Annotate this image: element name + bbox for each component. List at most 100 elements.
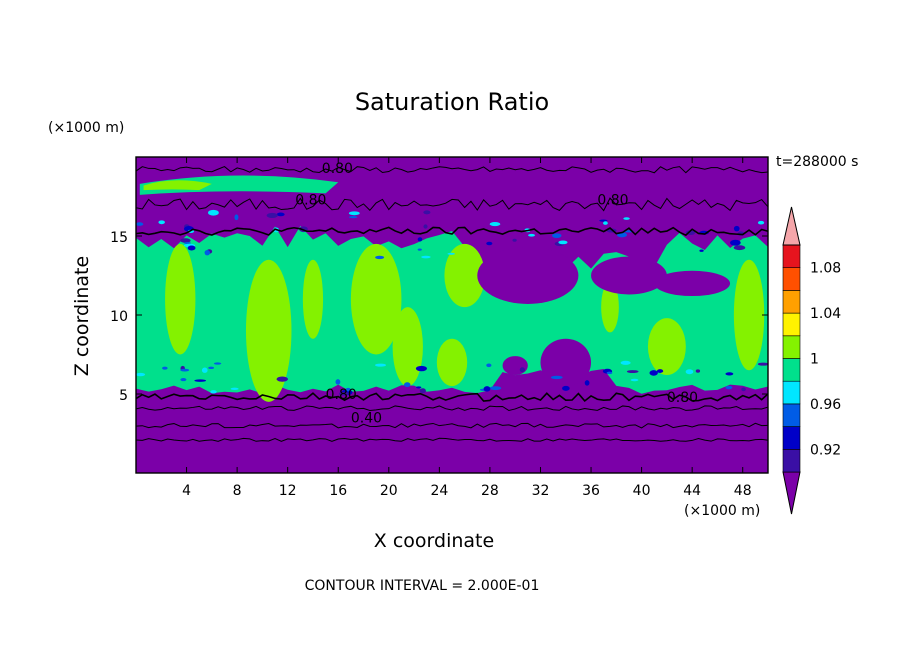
edge-speckle bbox=[699, 249, 704, 252]
colorbar-over-triangle bbox=[782, 206, 801, 246]
colorbar-box bbox=[782, 244, 801, 269]
x-tick-label: 24 bbox=[430, 483, 448, 499]
supersaturated-patch bbox=[392, 307, 423, 387]
edge-speckle bbox=[603, 221, 608, 225]
colorbar-tick-label: 1 bbox=[810, 352, 819, 368]
x-tick-label: 36 bbox=[582, 483, 600, 499]
edge-speckle bbox=[623, 217, 630, 220]
contour-line bbox=[136, 226, 768, 237]
dry-intrusion bbox=[477, 247, 579, 304]
edge-speckle bbox=[725, 372, 734, 376]
field-group bbox=[136, 157, 768, 473]
contour-label: 0.40 bbox=[351, 411, 382, 427]
y-tick-label: 5 bbox=[119, 388, 128, 404]
edge-speckle bbox=[136, 222, 144, 226]
y-tick-label: 15 bbox=[110, 230, 128, 246]
edge-speckle bbox=[695, 369, 701, 373]
edge-speckle bbox=[757, 220, 765, 225]
colorbar-box bbox=[782, 290, 801, 314]
colorbar-under-triangle bbox=[782, 471, 801, 515]
contour-line bbox=[136, 197, 768, 212]
edge-speckle bbox=[733, 245, 746, 251]
contour-label: 0.80 bbox=[322, 161, 353, 177]
x-tick-label: 4 bbox=[182, 483, 191, 499]
colorbar-box bbox=[782, 267, 801, 291]
edge-speckle bbox=[194, 379, 207, 382]
supersaturated-patch bbox=[436, 338, 468, 387]
edge-speckle bbox=[276, 376, 288, 382]
upper-green-streak bbox=[143, 180, 212, 191]
colorbar-tick-label: 1.04 bbox=[810, 306, 841, 322]
upper-moist-streak bbox=[139, 175, 339, 195]
dry-intrusion bbox=[502, 356, 528, 376]
edge-speckle bbox=[599, 219, 608, 222]
edge-speckle bbox=[512, 238, 517, 242]
colorbar-box bbox=[782, 335, 801, 359]
supersaturated-patch bbox=[647, 318, 686, 376]
supersaturated-patch bbox=[444, 243, 485, 308]
colorbar-tick-label: 0.92 bbox=[810, 442, 841, 458]
edge-speckle bbox=[417, 237, 423, 242]
edge-speckle bbox=[276, 212, 285, 217]
edge-speckle bbox=[423, 210, 431, 215]
edge-speckle bbox=[180, 238, 191, 243]
edge-speckle bbox=[162, 366, 168, 370]
x-tick-label: 44 bbox=[683, 483, 701, 499]
edge-speckle bbox=[204, 249, 210, 256]
edge-speckle bbox=[562, 385, 570, 391]
x-tick-label: 12 bbox=[279, 483, 297, 499]
dry-intrusion bbox=[540, 338, 592, 387]
edge-speckle bbox=[180, 378, 187, 382]
contour-line bbox=[136, 392, 768, 403]
contour-label: 0.80 bbox=[667, 390, 698, 406]
edge-speckle bbox=[421, 255, 431, 259]
edge-speckle bbox=[733, 225, 740, 232]
edge-speckle bbox=[158, 220, 165, 225]
edge-speckle bbox=[447, 252, 456, 255]
edge-speckle bbox=[486, 363, 492, 368]
contour-label: 0.80 bbox=[597, 193, 628, 209]
edge-speckle bbox=[187, 245, 196, 251]
supersaturated-patch bbox=[245, 259, 292, 402]
colorbar-box bbox=[782, 312, 801, 337]
edge-speckle bbox=[348, 211, 360, 216]
edge-speckle bbox=[375, 255, 385, 260]
time-label: t=288000 s bbox=[776, 154, 859, 170]
edge-speckle bbox=[184, 242, 191, 245]
edge-speckle bbox=[519, 367, 525, 373]
supersaturated-patch bbox=[302, 259, 324, 339]
edge-speckle bbox=[757, 362, 768, 366]
colorbar-box bbox=[782, 358, 801, 382]
x-tick-label: 48 bbox=[734, 483, 752, 499]
edge-speckle bbox=[423, 224, 428, 229]
edge-speckle bbox=[180, 368, 190, 372]
x-axis-label: X coordinate bbox=[373, 530, 495, 552]
edge-speckle bbox=[483, 386, 491, 392]
edge-speckle bbox=[626, 370, 639, 374]
edge-speckle bbox=[403, 382, 411, 388]
edge-speckle bbox=[416, 386, 422, 389]
edge-speckle bbox=[558, 240, 568, 245]
colorbar-box bbox=[782, 403, 801, 427]
edge-speckle bbox=[730, 239, 741, 246]
contour-line bbox=[136, 166, 768, 174]
x-tick-label: 16 bbox=[329, 483, 347, 499]
edge-speckle bbox=[207, 209, 219, 216]
edge-speckle bbox=[338, 391, 349, 396]
colorbar-tick-label: 0.96 bbox=[810, 397, 841, 413]
edge-speckle bbox=[552, 233, 562, 239]
edge-speckle bbox=[649, 370, 658, 376]
edge-speckle bbox=[584, 380, 590, 386]
y-tick-label: 10 bbox=[110, 309, 128, 325]
supersaturated-patch bbox=[350, 243, 402, 355]
edge-speckle bbox=[725, 385, 733, 390]
x-tick-label: 32 bbox=[532, 483, 550, 499]
edge-speckle bbox=[419, 388, 426, 394]
supersaturated-patch bbox=[601, 281, 619, 333]
colorbar-box bbox=[782, 380, 801, 405]
y-axis-unit-note: (×1000 m) bbox=[48, 120, 125, 136]
contour-interval-footer: CONTOUR INTERVAL = 2.000E-01 bbox=[304, 578, 540, 594]
edge-speckle bbox=[550, 375, 563, 380]
edge-speckle bbox=[489, 222, 501, 227]
